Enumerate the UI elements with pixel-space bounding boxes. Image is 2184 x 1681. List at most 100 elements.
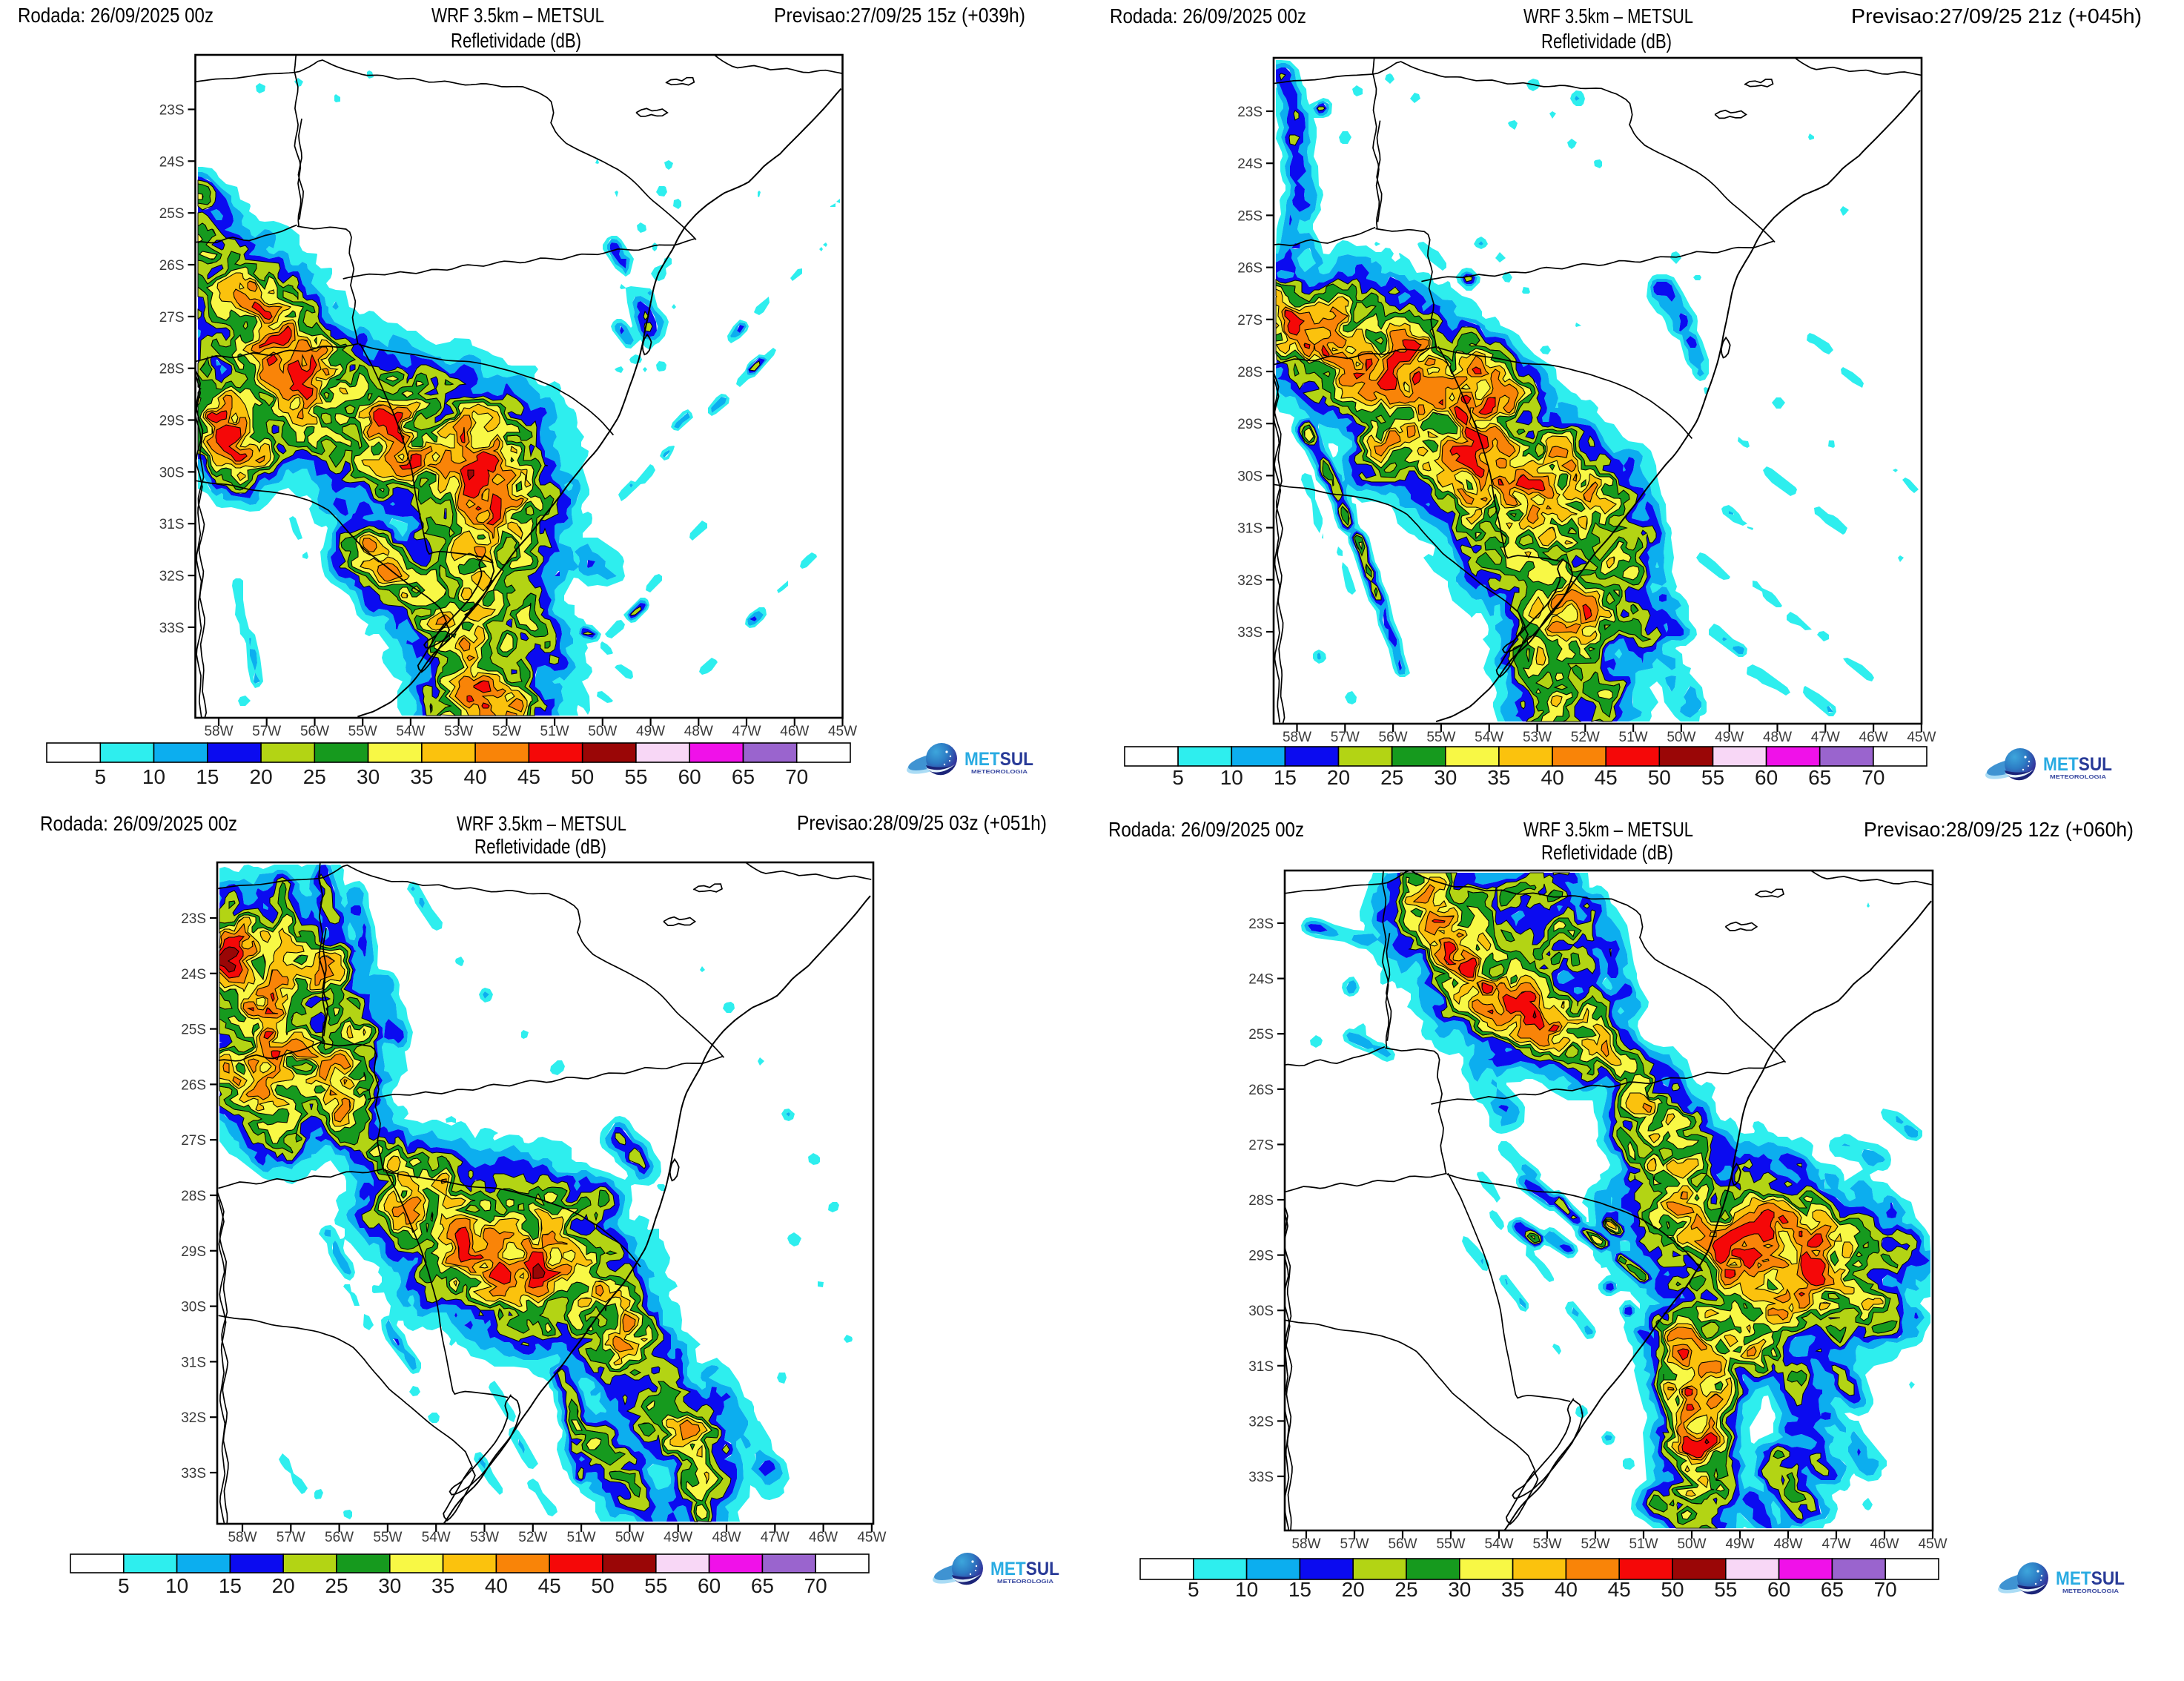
svg-text:10: 10 <box>1235 1578 1258 1601</box>
svg-text:40: 40 <box>1541 766 1564 789</box>
svg-text:33S: 33S <box>159 621 185 636</box>
svg-text:28S: 28S <box>159 362 185 377</box>
svg-text:10: 10 <box>165 1574 188 1597</box>
svg-text:33S: 33S <box>1248 1470 1274 1485</box>
svg-text:Previsao:28/09/25 12z (+060h: Previsao:28/09/25 12z (+060h) <box>1864 818 2134 841</box>
svg-text:70: 70 <box>785 765 808 788</box>
svg-text:26S: 26S <box>159 258 185 274</box>
svg-text:40: 40 <box>1555 1578 1578 1601</box>
svg-text:Previsao:28/09/25 03z (+051h: Previsao:28/09/25 03z (+051h) <box>797 811 1047 834</box>
svg-text:50W: 50W <box>615 1530 644 1545</box>
svg-text:20: 20 <box>1342 1578 1365 1601</box>
svg-text:25S: 25S <box>1248 1027 1274 1043</box>
svg-text:30S: 30S <box>181 1300 206 1315</box>
svg-text:52W: 52W <box>1581 1536 1609 1552</box>
svg-text:28S: 28S <box>1248 1193 1274 1209</box>
svg-text:46W: 46W <box>809 1530 838 1545</box>
svg-text:27S: 27S <box>1248 1137 1274 1153</box>
svg-text:29S: 29S <box>159 414 185 429</box>
svg-text:5: 5 <box>95 765 107 788</box>
svg-text:56W: 56W <box>325 1530 354 1545</box>
svg-text:60: 60 <box>698 1574 721 1597</box>
svg-text:Refletividade (dB): Refletividade (dB) <box>1541 30 1672 53</box>
svg-text:48W: 48W <box>684 724 713 739</box>
svg-text:30S: 30S <box>159 465 185 480</box>
svg-text:60: 60 <box>1755 766 1778 789</box>
svg-text:23S: 23S <box>159 103 185 119</box>
svg-text:46W: 46W <box>780 724 809 739</box>
svg-text:25S: 25S <box>159 206 185 222</box>
svg-text:33S: 33S <box>1237 625 1263 641</box>
svg-text:50W: 50W <box>588 724 617 739</box>
svg-text:45: 45 <box>1608 1578 1631 1601</box>
svg-text:56W: 56W <box>300 724 329 739</box>
svg-text:55W: 55W <box>373 1530 402 1545</box>
svg-text:58W: 58W <box>204 724 233 739</box>
svg-text:30: 30 <box>357 765 380 788</box>
svg-text:30S: 30S <box>1237 469 1263 484</box>
svg-text:32S: 32S <box>181 1410 206 1426</box>
svg-text:55: 55 <box>1714 1578 1737 1601</box>
svg-text:24S: 24S <box>181 967 206 982</box>
svg-text:20: 20 <box>1327 766 1350 789</box>
svg-text:Refletividade (dB): Refletividade (dB) <box>474 835 606 858</box>
svg-text:27S: 27S <box>181 1133 206 1149</box>
svg-text:15: 15 <box>196 765 219 788</box>
svg-text:30: 30 <box>378 1574 401 1597</box>
svg-text:45W: 45W <box>857 1530 886 1545</box>
svg-text:23S: 23S <box>181 911 206 927</box>
svg-text:47W: 47W <box>1811 730 1840 745</box>
svg-text:35: 35 <box>410 765 433 788</box>
svg-text:47W: 47W <box>761 1530 790 1545</box>
svg-text:40: 40 <box>464 765 487 788</box>
svg-text:45W: 45W <box>1918 1536 1947 1552</box>
svg-text:WRF 3.5km – METSUL: WRF 3.5km – METSUL <box>1523 4 1693 27</box>
svg-text:31S: 31S <box>159 517 185 532</box>
svg-text:45: 45 <box>538 1574 561 1597</box>
svg-text:20: 20 <box>250 765 273 788</box>
svg-text:54W: 54W <box>1475 730 1503 745</box>
svg-text:57W: 57W <box>277 1530 305 1545</box>
svg-text:70: 70 <box>804 1574 827 1597</box>
svg-text:53W: 53W <box>1532 1536 1561 1552</box>
svg-text:58W: 58W <box>1291 1536 1320 1552</box>
svg-text:29S: 29S <box>1248 1249 1274 1264</box>
svg-text:Previsao:27/09/25 15z (+039h: Previsao:27/09/25 15z (+039h) <box>774 4 1025 27</box>
svg-text:55W: 55W <box>1436 1536 1465 1552</box>
svg-text:60: 60 <box>1767 1578 1790 1601</box>
svg-text:5: 5 <box>1172 766 1184 789</box>
svg-text:40: 40 <box>485 1574 508 1597</box>
svg-text:35: 35 <box>431 1574 454 1597</box>
svg-text:Refletividade (dB): Refletividade (dB) <box>451 29 581 52</box>
svg-text:Rodada: 26/09/2025 00z: Rodada: 26/09/2025 00z <box>18 4 214 27</box>
svg-text:15: 15 <box>1274 766 1297 789</box>
svg-text:Refletividade (dB): Refletividade (dB) <box>1541 841 1673 864</box>
svg-text:31S: 31S <box>1248 1359 1274 1375</box>
svg-text:WRF 3.5km – METSUL: WRF 3.5km – METSUL <box>431 4 604 27</box>
svg-text:25: 25 <box>1394 1578 1417 1601</box>
svg-text:60: 60 <box>678 765 701 788</box>
svg-text:48W: 48W <box>1773 1536 1802 1552</box>
svg-text:45: 45 <box>1595 766 1618 789</box>
svg-text:WRF 3.5km – METSUL: WRF 3.5km – METSUL <box>1523 818 1693 841</box>
svg-text:45: 45 <box>517 765 540 788</box>
svg-text:65: 65 <box>1808 766 1831 789</box>
svg-text:25S: 25S <box>1237 208 1263 224</box>
svg-text:65: 65 <box>1821 1578 1844 1601</box>
svg-text:27S: 27S <box>1237 313 1263 328</box>
svg-text:51W: 51W <box>540 724 569 739</box>
svg-text:Previsao:27/09/25 21z (+045h: Previsao:27/09/25 21z (+045h) <box>1851 4 2142 27</box>
svg-text:28S: 28S <box>1237 365 1263 380</box>
svg-text:24S: 24S <box>159 154 185 170</box>
svg-text:46W: 46W <box>1859 730 1888 745</box>
svg-text:53W: 53W <box>470 1530 499 1545</box>
svg-text:51W: 51W <box>567 1530 596 1545</box>
svg-text:26S: 26S <box>1237 261 1263 277</box>
svg-text:31S: 31S <box>181 1355 206 1370</box>
svg-text:58W: 58W <box>1283 730 1311 745</box>
svg-text:30S: 30S <box>1248 1304 1274 1319</box>
svg-text:23S: 23S <box>1248 917 1274 932</box>
svg-text:54W: 54W <box>422 1530 451 1545</box>
svg-text:48W: 48W <box>712 1530 741 1545</box>
svg-text:10: 10 <box>142 765 165 788</box>
